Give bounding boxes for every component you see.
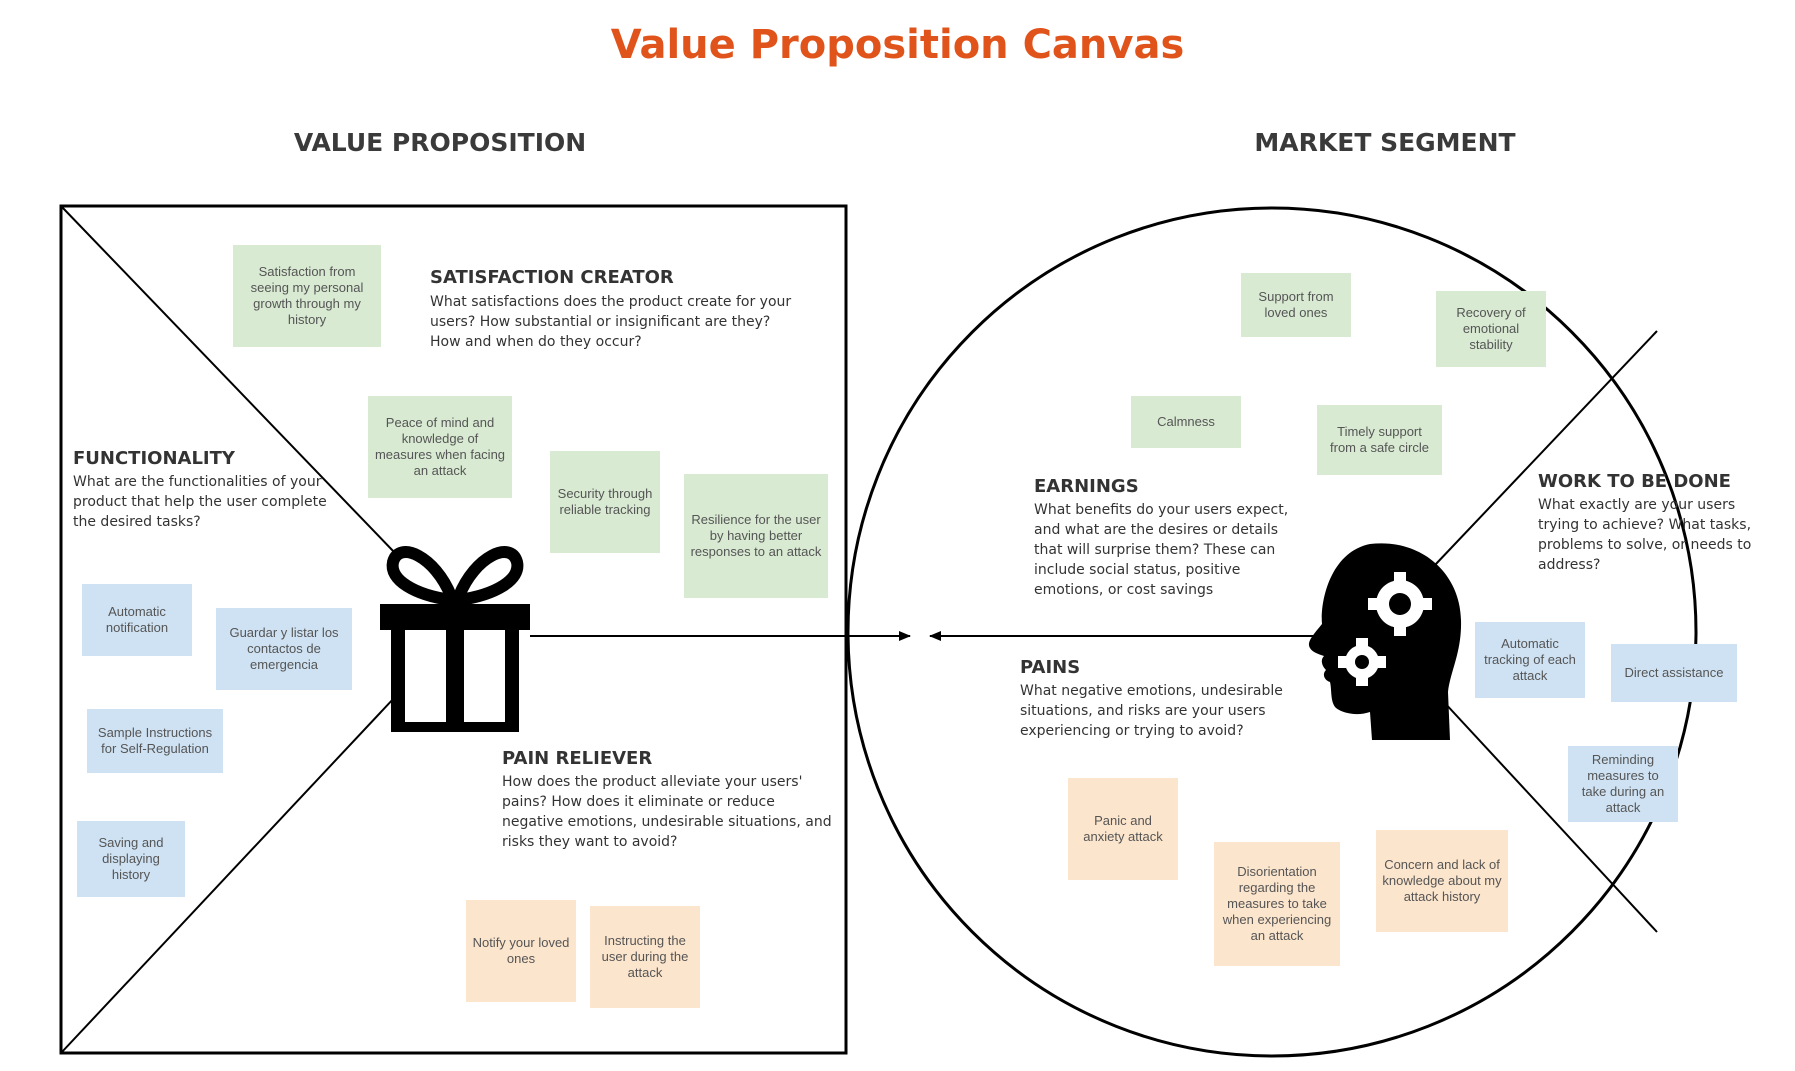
note-peace-of-mind: Peace of mind and knowledge of measures … bbox=[368, 396, 512, 498]
value-proposition-heading: VALUE PROPOSITION bbox=[293, 128, 587, 157]
value-proposition-square bbox=[59, 204, 848, 1055]
functionality-desc: What are the functionalities of your pro… bbox=[73, 474, 327, 530]
note-emergency-contacts: Guardar y listar los contactos de emerge… bbox=[216, 608, 352, 690]
work-to-be-done-title: WORK TO BE DONE bbox=[1538, 471, 1731, 492]
note-panic-attack: Panic and anxiety attack bbox=[1068, 778, 1178, 880]
earnings-title: EARNINGS bbox=[1034, 476, 1139, 497]
note-reminding-measures: Reminding measures to take during an att… bbox=[1568, 746, 1678, 822]
note-calmness: Calmness bbox=[1131, 396, 1241, 448]
note-satisfaction-growth: Satisfaction from seeing my personal gro… bbox=[233, 245, 381, 347]
satisfaction-creator-title: SATISFACTION CREATOR bbox=[430, 267, 674, 288]
note-timely-support: Timely support from a safe circle bbox=[1317, 405, 1442, 475]
note-automatic-tracking: Automatic tracking of each attack bbox=[1475, 622, 1585, 698]
page-title: Value Proposition Canvas bbox=[610, 22, 1185, 68]
square-diagonal-top bbox=[60, 205, 396, 554]
note-notify-loved-ones: Notify your loved ones bbox=[466, 900, 576, 1002]
pain-reliever-desc: How does the product alleviate your user… bbox=[502, 774, 832, 850]
note-support-loved-ones: Support from loved ones bbox=[1241, 273, 1351, 337]
note-saving-history: Saving and displaying history bbox=[77, 821, 185, 897]
work-to-be-done-desc: What exactly are your users trying to ac… bbox=[1538, 497, 1752, 573]
note-emotional-stability: Recovery of emotional stability bbox=[1436, 291, 1546, 367]
pains-desc: What negative emotions, undesirable situ… bbox=[1020, 683, 1283, 739]
head-gears-icon bbox=[1308, 543, 1462, 740]
pain-reliever-title: PAIN RELIEVER bbox=[502, 748, 653, 769]
note-resilience: Resilience for the user by having better… bbox=[684, 474, 828, 598]
note-disorientation: Disorientation regarding the measures to… bbox=[1214, 842, 1340, 966]
circle-divider-upper bbox=[1434, 330, 1658, 566]
square-diagonal-bottom bbox=[60, 696, 396, 1054]
note-direct-assistance: Direct assistance bbox=[1611, 644, 1737, 702]
note-concern-history: Concern and lack of knowledge about my a… bbox=[1376, 830, 1508, 932]
gift-icon bbox=[380, 546, 530, 732]
note-security-tracking: Security through reliable tracking bbox=[550, 451, 660, 553]
note-automatic-notification: Automatic notification bbox=[82, 584, 192, 656]
earnings-desc: What benefits do your users expect, and … bbox=[1034, 502, 1289, 598]
pains-title: PAINS bbox=[1020, 657, 1081, 678]
note-self-regulation: Sample Instructions for Self-Regulation bbox=[87, 709, 223, 773]
market-segment-circle bbox=[846, 206, 1698, 1058]
satisfaction-creator-desc: What satisfactions does the product crea… bbox=[430, 294, 792, 350]
circle-divider-lower bbox=[1429, 686, 1658, 933]
functionality-title: FUNCTIONALITY bbox=[73, 448, 235, 469]
note-instructing-user: Instructing the user during the attack bbox=[590, 906, 700, 1008]
market-segment-heading: MARKET SEGMENT bbox=[1254, 128, 1516, 157]
